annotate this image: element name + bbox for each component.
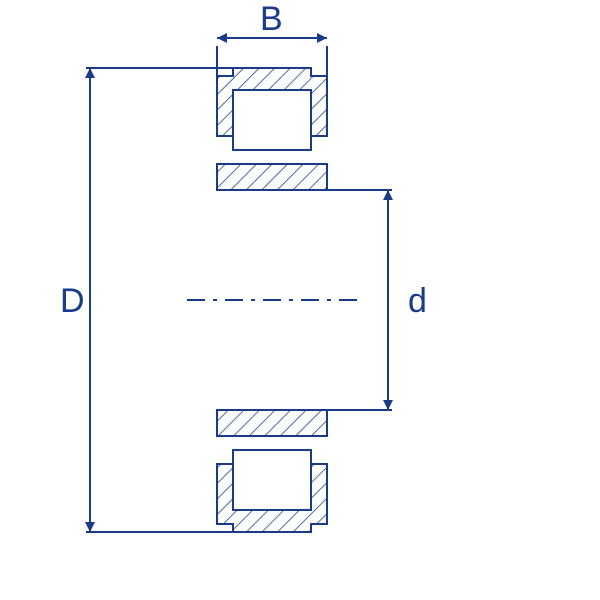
dimension-label-d: d <box>408 282 427 320</box>
dimension-label-D: D <box>60 282 85 320</box>
bearing-diagram: Dd B <box>0 0 600 600</box>
dimension-label-B: B <box>260 0 283 38</box>
